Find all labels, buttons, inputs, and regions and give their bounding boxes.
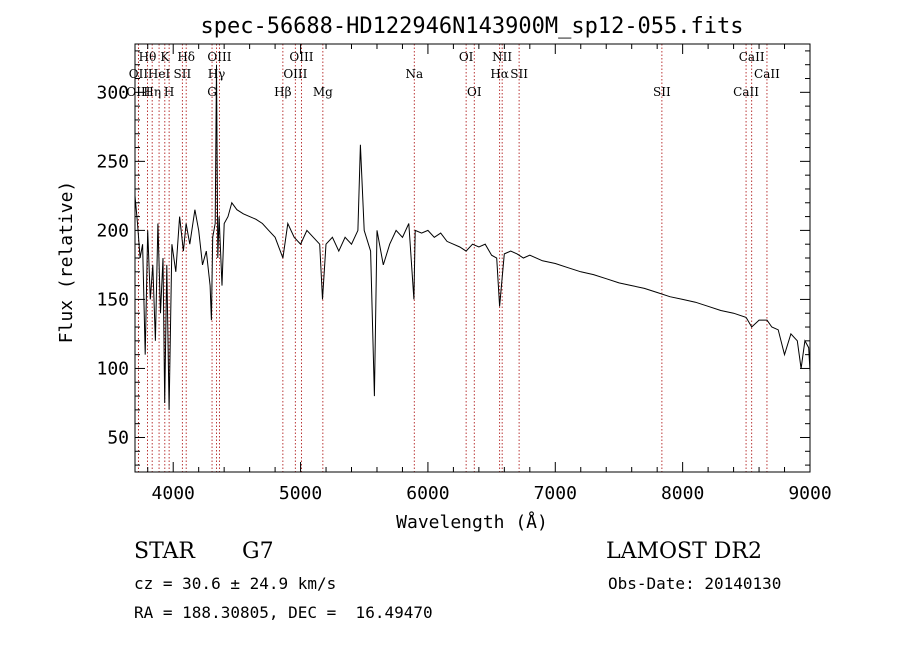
y-tick-label-4: 250 [96,151,129,172]
marker-label-7: H [164,85,174,99]
marker-label-9: OIII [207,50,231,64]
marker-label-0: Hθ [139,50,157,64]
marker-label-19: NII [492,50,512,64]
marker-label-3: Hη [143,85,161,99]
x-axis-label: Wavelength (Å) [396,511,548,533]
marker-label-21: SII [510,67,528,81]
marker-label-18: OI [467,85,482,99]
marker-label-1: OII [129,67,149,81]
marker-label-4: HeI [148,67,171,81]
object-type: STAR [134,539,195,564]
spectrum-chart: spec-56688-HD122946N143900M_sp12-055.fit… [56,14,832,533]
marker-label-12: OIII [289,50,313,64]
emission-line-markers [137,44,768,472]
observation-date: Obs-Date: 20140130 [608,574,782,593]
redshift-velocity: cz = 30.6 ± 24.9 km/s [134,574,337,593]
x-axis-ticks: 4000 5000 6000 7000 8000 9000 [147,44,832,504]
marker-label-15: Mg [313,85,333,99]
x-tick-label-4: 8000 [661,483,704,504]
y-axis-ticks: 50 100 150 200 250 300 [96,50,810,466]
x-tick-label-0: 4000 [152,483,195,504]
plot-frame [134,43,811,473]
marker-label-8: Hδ [177,50,195,64]
spectrum-line [134,64,811,410]
marker-label-24: CaII [754,67,780,81]
y-tick-label-3: 200 [96,220,129,241]
chart-title: spec-56688-HD122946N143900M_sp12-055.fit… [200,14,743,39]
marker-label-22: SII [653,85,671,99]
x-tick-label-1: 5000 [279,483,322,504]
marker-label-14: Hβ [274,85,291,99]
marker-label-23: CaII [739,50,765,64]
y-axis-label: Flux (relative) [56,181,77,344]
marker-label-25: CaII [733,85,759,99]
y-tick-label-1: 100 [96,358,129,379]
marker-label-5: K [160,50,170,64]
marker-label-13: OIII [283,67,307,81]
x-tick-label-5: 9000 [788,483,831,504]
marker-label-20: Hα [490,67,509,81]
x-tick-label-2: 6000 [406,483,449,504]
marker-label-11: G [207,85,217,99]
x-tick-label-3: 7000 [534,483,577,504]
marker-label-6: SII [174,67,192,81]
marker-label-17: OI [459,50,474,64]
y-tick-label-0: 50 [107,427,129,448]
coordinates: RA = 188.30805, DEC = 16.49470 [134,603,433,622]
survey-name: LAMOST DR2 [606,539,762,564]
marker-label-16: Na [405,67,423,81]
y-tick-label-2: 150 [96,289,129,310]
y-tick-label-5: 300 [96,82,129,103]
spectral-subclass: G7 [242,539,274,564]
